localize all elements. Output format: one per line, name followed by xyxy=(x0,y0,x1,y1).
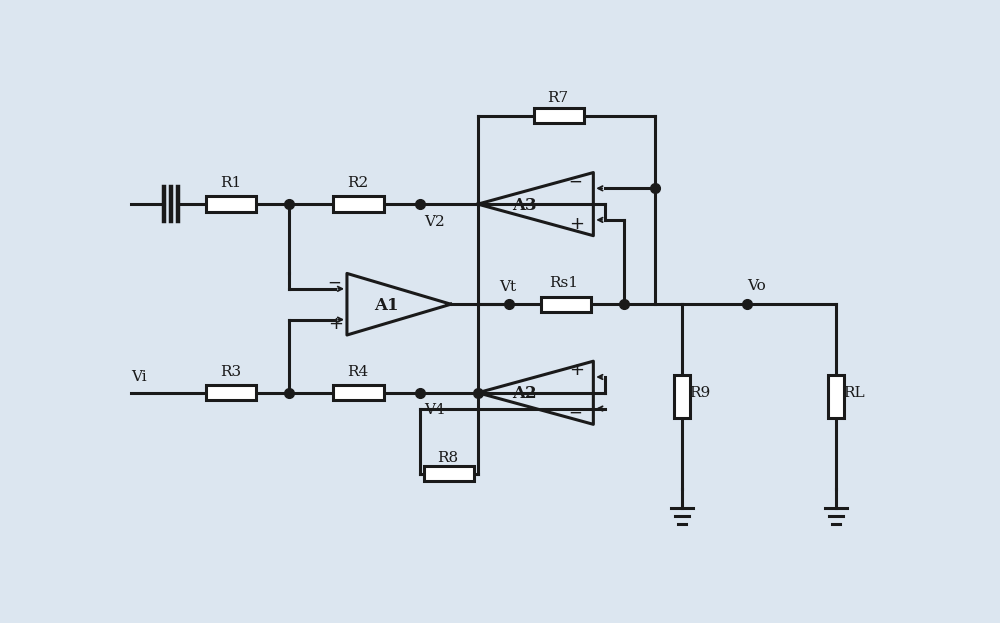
Text: R3: R3 xyxy=(220,365,241,379)
Text: Vi: Vi xyxy=(131,370,147,384)
Bar xyxy=(206,385,256,401)
Text: R2: R2 xyxy=(347,176,368,190)
Text: +: + xyxy=(569,361,584,379)
Text: R7: R7 xyxy=(547,91,568,105)
Bar xyxy=(828,376,844,418)
Text: −: − xyxy=(569,404,583,422)
Text: Vt: Vt xyxy=(499,280,517,294)
Bar xyxy=(424,466,474,482)
Bar xyxy=(534,108,584,123)
Text: RL: RL xyxy=(844,386,865,399)
Text: −: − xyxy=(328,273,342,292)
Text: +: + xyxy=(328,315,343,333)
Bar xyxy=(541,297,591,312)
Text: R9: R9 xyxy=(690,386,711,399)
Text: R1: R1 xyxy=(220,176,241,190)
Bar xyxy=(333,385,384,401)
Text: Rs1: Rs1 xyxy=(549,276,578,290)
Text: A1: A1 xyxy=(374,297,398,315)
Text: Vo: Vo xyxy=(747,279,766,293)
Text: A2: A2 xyxy=(512,385,537,402)
Text: V2: V2 xyxy=(424,215,445,229)
Bar xyxy=(206,196,256,212)
Text: R8: R8 xyxy=(437,451,459,465)
Text: −: − xyxy=(569,173,583,191)
Text: R4: R4 xyxy=(347,365,368,379)
Bar xyxy=(674,376,690,418)
Text: V4: V4 xyxy=(424,403,445,417)
Text: A3: A3 xyxy=(512,196,537,214)
Text: +: + xyxy=(569,215,584,233)
Bar xyxy=(333,196,384,212)
